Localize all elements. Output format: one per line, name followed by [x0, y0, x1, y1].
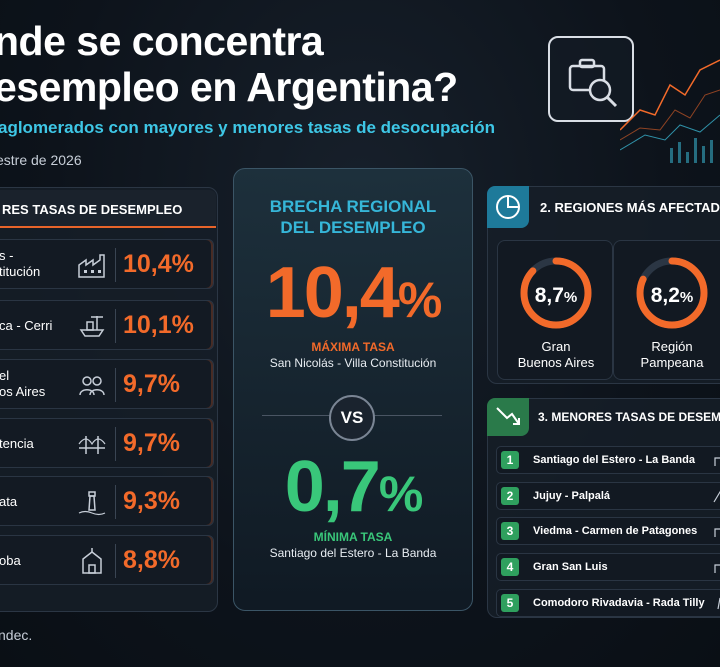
- rate-value: 9,7%: [123, 370, 180, 398]
- church-icon: [82, 548, 102, 574]
- table-row: 5 Comodoro Rivadavia - Rada Tilly: [496, 589, 720, 617]
- lighthouse-icon: [78, 491, 106, 516]
- region-name: Gran Buenos Aires: [517, 339, 595, 370]
- regional-gap-title: BRECHA REGIONAL DEL DESEMPLEO: [269, 197, 437, 237]
- max-rate-value: 10,4%: [265, 253, 443, 333]
- max-rate-location: San Nicolás - Villa Constitución: [269, 356, 437, 370]
- page-title: nde se concentra esempleo en Argentina?: [0, 18, 458, 110]
- port-icon: [79, 316, 105, 337]
- location-name: Jujuy - Palpalá: [533, 490, 611, 502]
- list-item-name: s - titución: [0, 248, 41, 279]
- building-icon: [714, 564, 720, 573]
- tower-icon: [717, 597, 720, 610]
- trend-down-icon: [487, 398, 529, 436]
- min-rate-value: 0,7%: [284, 447, 424, 527]
- list-item: oba 8,8%: [0, 535, 214, 585]
- table-row: 1 Santiago del Estero - La Banda: [496, 446, 720, 474]
- highest-rates-header: RES TASAS DE DESEMPLEO: [0, 190, 216, 228]
- gauge-ring: [520, 257, 592, 329]
- max-rate-label: MÁXIMA TASA: [311, 340, 395, 354]
- rate-value: 8,8%: [123, 546, 180, 574]
- location-name: Gran San Luis: [533, 561, 608, 573]
- pie-chart-icon: [487, 186, 529, 228]
- list-item-name: ca - Cerri: [0, 318, 53, 333]
- period-label: estre de 2026: [0, 152, 82, 168]
- location-name: Comodoro Rivadavia - Rada Tilly: [533, 597, 705, 609]
- factory-icon: [78, 254, 105, 278]
- rate-value: 9,3%: [123, 487, 180, 515]
- rank-badge: 1: [501, 451, 519, 469]
- page-subtitle: aglomerados con mayores y menores tasas …: [0, 118, 495, 137]
- rate-value: 10,4%: [123, 250, 194, 278]
- bridge-icon: [78, 436, 106, 454]
- rank-badge: 4: [501, 558, 519, 576]
- regions-header: 2. REGIONES MÁS AFECTADA: [540, 200, 720, 215]
- vs-badge: VS: [329, 395, 375, 441]
- rank-badge: 3: [501, 522, 519, 540]
- region-name: Región Pampeana: [640, 339, 704, 370]
- region-card: 8,7% Gran Buenos Aires: [497, 240, 613, 380]
- lowest-rates-header: 3. MENORES TASAS DE DESEM: [538, 410, 720, 424]
- rate-value: 9,7%: [123, 429, 180, 457]
- list-item-name: ata: [0, 494, 18, 509]
- table-row: 4 Gran San Luis: [496, 553, 720, 581]
- gauge-ring: [636, 257, 708, 329]
- table-row: 2 Jujuy - Palpalá: [496, 482, 720, 510]
- list-item: ata 9,3%: [0, 476, 214, 526]
- min-rate-label: MÍNIMA TASA: [313, 530, 393, 544]
- list-item: s - titución 10,4%: [0, 239, 214, 289]
- building-icon: [714, 528, 720, 537]
- min-rate-location: Santiago del Estero - La Banda: [269, 546, 437, 560]
- rank-badge: 2: [501, 487, 519, 505]
- location-name: Viedma - Carmen de Patagones: [533, 525, 698, 537]
- title-line-1: nde se concentra: [0, 18, 324, 64]
- building-icon: [714, 457, 720, 466]
- list-item-name: el os Aires: [0, 368, 46, 399]
- people-icon: [79, 376, 105, 396]
- list-item-name: tencia: [0, 436, 34, 451]
- list-item-name: oba: [0, 553, 21, 568]
- region-card: 8,2% Región Pampeana: [613, 240, 720, 380]
- trend-lines-decoration: [620, 59, 720, 163]
- location-name: Santiago del Estero - La Banda: [533, 454, 695, 466]
- rate-value: 10,1%: [123, 311, 194, 339]
- mountain-icon: [713, 490, 720, 503]
- rank-badge: 5: [501, 594, 519, 612]
- list-item: tencia 9,7%: [0, 418, 214, 468]
- region-rate-value: 8,2%: [650, 284, 694, 307]
- briefcase-search-icon: [548, 36, 634, 122]
- region-rate-value: 8,7%: [534, 284, 578, 307]
- regional-gap-panel: [233, 168, 473, 611]
- list-item: el os Aires 9,7%: [0, 359, 214, 409]
- list-item: ca - Cerri 10,1%: [0, 300, 214, 350]
- table-row: 3 Viedma - Carmen de Patagones: [496, 517, 720, 545]
- source-note: ndec.: [0, 627, 33, 643]
- title-line-2: esempleo en Argentina?: [0, 64, 458, 110]
